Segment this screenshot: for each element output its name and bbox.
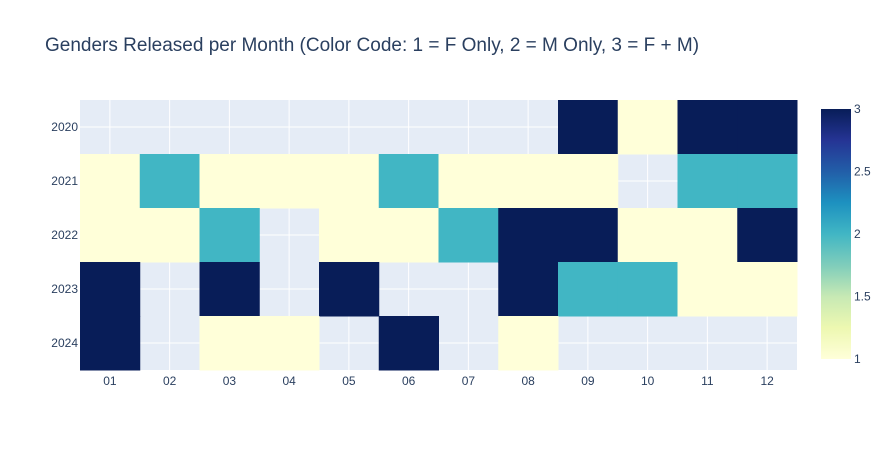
colorbar-tick-label: 2.5 [854,165,871,179]
x-tick-label: 10 [641,374,655,388]
heatmap-cell-2024-01[interactable] [80,316,141,371]
x-tick-label: 04 [282,374,296,388]
heatmap-cell-2024-04[interactable] [259,316,320,371]
y-tick-label: 2023 [51,282,78,296]
heatmap-cell-2023-10[interactable] [617,262,678,317]
y-tick-label: 2022 [51,228,78,242]
colorbar [821,109,851,359]
x-tick-label: 06 [402,374,416,388]
heatmap-cell-2020-09[interactable] [558,100,619,155]
heatmap-cell-2021-01[interactable] [80,154,141,209]
heatmap-cell-2024-06[interactable] [378,316,439,371]
heatmap-cell-2023-09[interactable] [558,262,619,317]
heatmap-cell-2021-07[interactable] [438,154,499,209]
heatmap-cell-2021-12[interactable] [737,154,798,209]
x-tick-label: 03 [223,374,237,388]
chart-title: Genders Released per Month (Color Code: … [45,35,699,56]
x-tick-label: 02 [163,374,177,388]
heatmap-cell-2023-12[interactable] [737,262,798,317]
heatmap-cell-2022-03[interactable] [199,208,260,263]
heatmap-cell-2024-08[interactable] [498,316,559,371]
heatmap-cell-2021-09[interactable] [558,154,619,209]
heatmap-cell-2022-08[interactable] [498,208,559,263]
heatmap-cell-2022-11[interactable] [677,208,738,263]
heatmap-cell-2021-06[interactable] [378,154,439,209]
heatmap-cell-2023-08[interactable] [498,262,559,317]
heatmap-cell-2022-06[interactable] [378,208,439,263]
heatmap-cell-2023-03[interactable] [199,262,260,317]
heatmap-cell-2022-09[interactable] [558,208,619,263]
heatmap-cell-2022-02[interactable] [139,208,200,263]
y-tick-label: 2020 [51,120,78,134]
heatmap-cell-2020-12[interactable] [737,100,798,155]
heatmap-cell-2022-05[interactable] [319,208,380,263]
colorbar-tick-label: 2 [854,227,861,241]
x-tick-label: 11 [701,374,714,388]
x-tick-label: 12 [760,374,774,388]
heatmap-cell-2022-07[interactable] [438,208,499,263]
heatmap-cell-2021-08[interactable] [498,154,559,209]
heatmap-cell-2023-11[interactable] [677,262,738,317]
heatmap-cell-2021-03[interactable] [199,154,260,209]
x-tick-label: 05 [342,374,356,388]
heatmap-cell-2022-01[interactable] [80,208,141,263]
heatmap-cell-2021-11[interactable] [677,154,738,209]
x-tick-label: 07 [462,374,476,388]
heatmap-cell-2023-05[interactable] [319,262,380,317]
colorbar-tick-label: 1 [854,352,861,366]
heatmap-cell-2021-05[interactable] [319,154,380,209]
colorbar-tick-label: 1.5 [854,290,871,304]
heatmap-cell-2020-10[interactable] [617,100,678,155]
heatmap-cell-2021-04[interactable] [259,154,320,209]
heatmap-cell-2021-02[interactable] [139,154,200,209]
heatmap-cell-2020-11[interactable] [677,100,738,155]
heatmap-cell-2024-03[interactable] [199,316,260,371]
heatmap-cell-2022-12[interactable] [737,208,798,263]
x-tick-label: 01 [103,374,117,388]
y-tick-label: 2021 [51,174,78,188]
x-tick-label: 09 [581,374,595,388]
x-tick-label: 08 [521,374,535,388]
y-tick-label: 2024 [51,336,78,350]
heatmap-cell-2022-10[interactable] [617,208,678,263]
colorbar-tick-label: 3 [854,102,861,116]
heatmap-cell-2023-01[interactable] [80,262,141,317]
